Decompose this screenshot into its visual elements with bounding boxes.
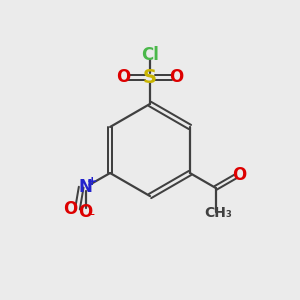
- Text: Cl: Cl: [141, 46, 159, 64]
- Text: O: O: [232, 166, 246, 184]
- Text: O: O: [116, 68, 130, 86]
- Text: O: O: [79, 203, 93, 221]
- Text: O: O: [169, 68, 184, 86]
- Text: O: O: [64, 200, 78, 218]
- Text: CH₃: CH₃: [205, 206, 232, 220]
- Text: +: +: [86, 175, 97, 188]
- Text: N: N: [79, 178, 93, 196]
- Text: ⁻: ⁻: [87, 210, 95, 224]
- Text: S: S: [143, 68, 157, 87]
